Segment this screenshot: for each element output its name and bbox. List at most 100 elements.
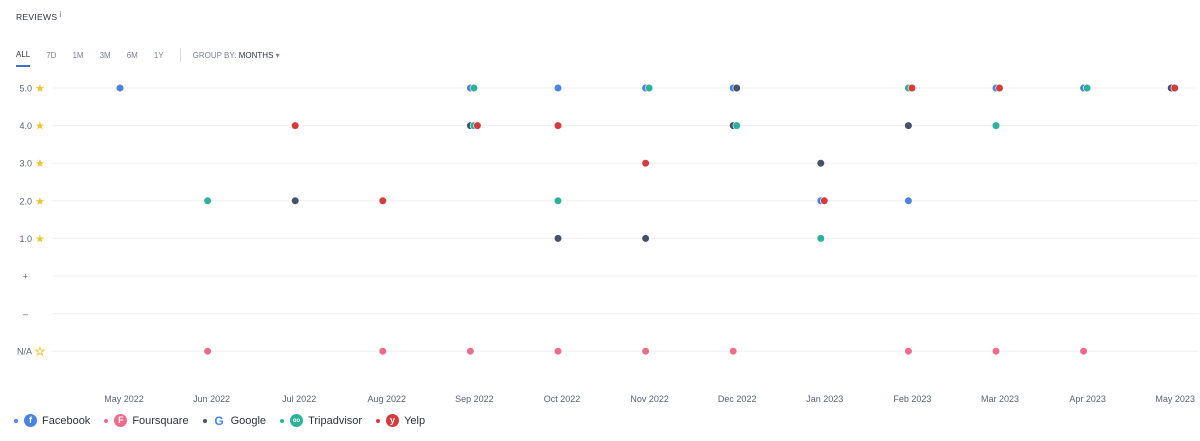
point-foursquare[interactable] bbox=[466, 347, 475, 356]
x-tick-label: Jul 2022 bbox=[282, 394, 316, 404]
star-icon: ★ bbox=[35, 83, 45, 95]
x-tick-label: Dec 2022 bbox=[718, 394, 757, 404]
y-tick-label: 2.0 bbox=[19, 196, 32, 206]
point-tripadvisor[interactable] bbox=[1082, 83, 1092, 93]
point-yelp[interactable] bbox=[1170, 83, 1179, 93]
foursquare-icon: F bbox=[114, 414, 128, 427]
point-foursquare[interactable] bbox=[729, 347, 738, 356]
point-yelp[interactable] bbox=[641, 159, 650, 168]
y-tick-label: 5.0 bbox=[19, 84, 32, 94]
point-facebook[interactable] bbox=[553, 83, 563, 93]
point-yelp[interactable] bbox=[378, 196, 387, 205]
tab-1y[interactable]: 1Y bbox=[153, 50, 164, 60]
x-tick-label: May 2023 bbox=[1155, 394, 1195, 404]
info-icon[interactable]: i bbox=[59, 10, 62, 19]
y-axis-labels: 5.0 ★4.0 ★3.0 ★2.0 ★1.0 ★+–N/A ★ bbox=[17, 83, 45, 359]
x-tick-label: Jan 2023 bbox=[806, 394, 843, 404]
group-by-label: GROUP BY: bbox=[192, 50, 237, 60]
star-icon: ★ bbox=[35, 158, 45, 170]
x-tick-label: Aug 2022 bbox=[368, 394, 407, 404]
point-facebook[interactable] bbox=[641, 83, 650, 93]
reviews-title-text: REVIEWS bbox=[16, 12, 58, 22]
yelp-icon: y bbox=[386, 414, 400, 427]
google-icon: G bbox=[214, 413, 224, 428]
y-tick-label: N/A bbox=[17, 347, 32, 357]
x-tick-label: Oct 2022 bbox=[544, 394, 581, 404]
x-tick-label: Mar 2023 bbox=[981, 394, 1019, 404]
point-google[interactable] bbox=[1167, 83, 1176, 93]
point-yelp[interactable] bbox=[907, 83, 917, 93]
point-foursquare[interactable] bbox=[378, 347, 387, 356]
x-tick-label: May 2022 bbox=[104, 394, 144, 404]
tab-6m[interactable]: 6M bbox=[126, 50, 138, 60]
chart-legend: f Facebook F Foursquare G Google oo Tripadvisor… bbox=[14, 414, 439, 427]
point-google[interactable] bbox=[291, 196, 300, 205]
y-tick-label: 3.0 bbox=[19, 159, 32, 169]
legend-item-yelp[interactable]: y Yelp bbox=[376, 414, 425, 427]
point-google[interactable] bbox=[729, 121, 738, 130]
point-tripadvisor[interactable] bbox=[553, 196, 563, 205]
point-google[interactable] bbox=[641, 234, 650, 243]
x-tick-label: Sep 2022 bbox=[455, 394, 494, 404]
point-google[interactable] bbox=[553, 234, 563, 243]
point-google[interactable] bbox=[904, 121, 913, 130]
point-facebook[interactable] bbox=[816, 196, 825, 205]
x-tick-label: Nov 2022 bbox=[630, 394, 669, 404]
legend-item-google[interactable]: G Google bbox=[202, 413, 266, 428]
point-google[interactable] bbox=[732, 83, 741, 93]
tab-7d[interactable]: 7D bbox=[46, 50, 57, 60]
point-facebook[interactable] bbox=[115, 83, 125, 93]
point-foursquare[interactable] bbox=[1079, 347, 1088, 356]
point-facebook[interactable] bbox=[991, 83, 1001, 93]
point-tripadvisor[interactable] bbox=[203, 196, 212, 205]
group-by-dropdown[interactable]: GROUP BY: MONTHS ▾ bbox=[193, 51, 280, 66]
point-tripadvisor[interactable] bbox=[732, 121, 741, 130]
point-yelp[interactable] bbox=[473, 121, 482, 130]
point-foursquare[interactable] bbox=[641, 347, 650, 356]
chevron-down-icon: ▾ bbox=[275, 50, 280, 60]
legend-item-facebook[interactable]: f Facebook bbox=[14, 414, 90, 427]
x-tick-label: Apr 2023 bbox=[1069, 394, 1106, 404]
legend-dot bbox=[280, 418, 285, 423]
legend-dot bbox=[202, 418, 207, 423]
point-facebook[interactable] bbox=[729, 83, 738, 93]
tab-all[interactable]: ALL bbox=[16, 50, 31, 67]
legend-dot bbox=[104, 418, 109, 423]
point-yelp[interactable] bbox=[291, 121, 300, 130]
legend-item-foursquare[interactable]: F Foursquare bbox=[104, 414, 189, 427]
point-google[interactable] bbox=[816, 159, 825, 168]
point-foursquare[interactable] bbox=[991, 347, 1001, 356]
point-google[interactable] bbox=[466, 121, 475, 130]
grid-lines bbox=[52, 87, 1198, 352]
time-range-tabs: ALL 7D 1M 3M 6M 1Y GROUP BY: MONTHS ▾ bbox=[16, 48, 280, 68]
legend-label: Foursquare bbox=[132, 414, 189, 427]
point-yelp[interactable] bbox=[820, 196, 829, 205]
point-tripadvisor[interactable] bbox=[469, 83, 479, 93]
tripadvisor-icon: oo bbox=[290, 414, 304, 427]
point-yelp[interactable] bbox=[553, 121, 563, 130]
x-axis-labels: May 2022 Jun 2022 Jul 2022 Aug 2022 Sep 2022… bbox=[104, 394, 1195, 404]
point-foursquare[interactable] bbox=[553, 347, 563, 356]
x-tick-label: Jun 2022 bbox=[193, 394, 230, 404]
point-facebook[interactable] bbox=[466, 83, 475, 93]
legend-label: Yelp bbox=[404, 414, 426, 427]
point-facebook[interactable] bbox=[904, 196, 913, 205]
point-yelp[interactable] bbox=[995, 83, 1004, 93]
point-tripadvisor[interactable] bbox=[904, 83, 913, 93]
tab-1m[interactable]: 1M bbox=[72, 50, 84, 60]
y-tick-label: – bbox=[23, 309, 28, 319]
legend-item-tripadvisor[interactable]: oo Tripadvisor bbox=[280, 414, 362, 427]
legend-label: Facebook bbox=[42, 414, 91, 427]
point-foursquare[interactable] bbox=[904, 347, 913, 356]
point-tripadvisor[interactable] bbox=[469, 121, 479, 130]
point-tripadvisor[interactable] bbox=[816, 234, 825, 243]
point-tripadvisor[interactable] bbox=[991, 121, 1001, 130]
facebook-icon: f bbox=[24, 414, 37, 427]
x-tick-label: Feb 2023 bbox=[893, 394, 931, 404]
legend-label: Tripadvisor bbox=[308, 414, 363, 427]
point-tripadvisor[interactable] bbox=[644, 83, 654, 93]
point-facebook[interactable] bbox=[1079, 83, 1088, 93]
tab-3m[interactable]: 3M bbox=[99, 50, 111, 60]
y-tick-label: 1.0 bbox=[19, 234, 32, 244]
point-foursquare[interactable] bbox=[203, 347, 212, 356]
